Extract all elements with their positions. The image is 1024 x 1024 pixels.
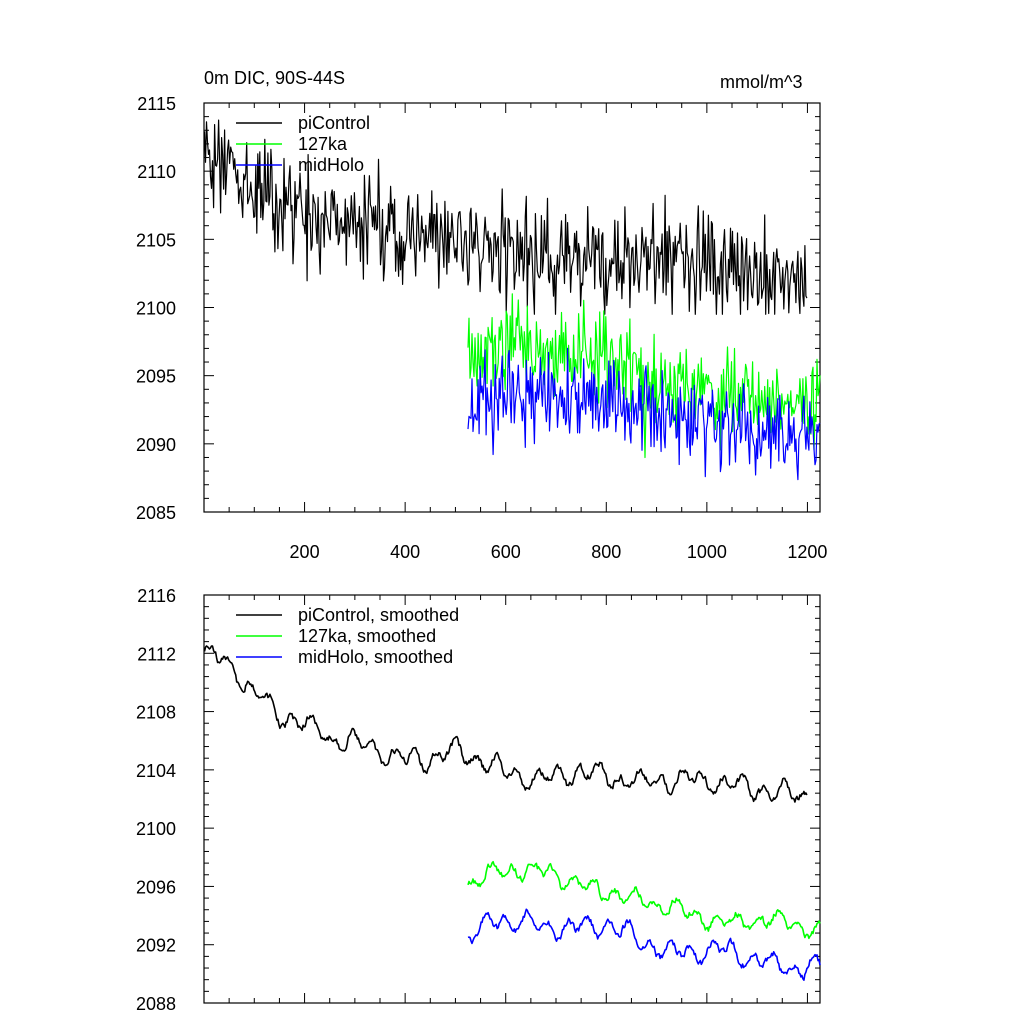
chart-panel-1: 2085 2090 2095 2100 2105 2110 2115 200 400 600 800… xyxy=(136,94,827,562)
y-tick-label: 2092 xyxy=(136,936,176,956)
y-tick-label: 2110 xyxy=(137,162,176,182)
legend-label: midHolo, smoothed xyxy=(298,647,453,667)
y-tick-label: 2096 xyxy=(136,877,176,897)
series-line-picontrol xyxy=(203,119,808,315)
plot-frame xyxy=(203,594,821,1004)
y-tick-label: 2088 xyxy=(136,994,176,1014)
y-tick-label: 2085 xyxy=(136,503,176,523)
series-line-picontrol-smoothed xyxy=(203,645,808,803)
series-line-127ka xyxy=(467,293,821,459)
x-tick-label: 400 xyxy=(390,542,420,562)
legend-label: midHolo xyxy=(298,155,364,175)
y-tick-label: 2108 xyxy=(136,703,176,723)
x-tick-label: 600 xyxy=(491,542,521,562)
y-tick-label: 2095 xyxy=(136,367,176,387)
y-tick-label: 2090 xyxy=(136,435,176,455)
legend-label: piControl, smoothed xyxy=(298,605,459,625)
y-tick-label: 2115 xyxy=(137,94,176,114)
y-tick-label: 2100 xyxy=(136,819,176,839)
legend-label: 127ka xyxy=(298,134,348,154)
y-tick-label: 2105 xyxy=(136,230,176,250)
x-tick-label: 800 xyxy=(591,542,621,562)
legend-label: piControl xyxy=(298,113,370,133)
x-tick-label: 200 xyxy=(290,542,320,562)
chart-panel-2: 2088 2092 2096 2100 2104 2108 2112 2116 piContro… xyxy=(136,586,821,1014)
y-tick-label: 2112 xyxy=(137,644,176,664)
x-tick-label: 1000 xyxy=(687,542,727,562)
series-line-midholo xyxy=(467,347,821,481)
y-tick-label: 2116 xyxy=(137,586,176,606)
series-line-127ka-smoothed xyxy=(467,860,821,940)
series-line-midholo-smoothed xyxy=(467,908,821,982)
y-tick-label: 2104 xyxy=(136,761,176,781)
x-tick-label: 1200 xyxy=(787,542,827,562)
units-label: mmol/m^3 xyxy=(720,72,803,92)
y-tick-label: 2100 xyxy=(136,299,176,319)
chart-title: 0m DIC, 90S-44S xyxy=(204,68,346,88)
legend-label: 127ka, smoothed xyxy=(298,626,436,646)
